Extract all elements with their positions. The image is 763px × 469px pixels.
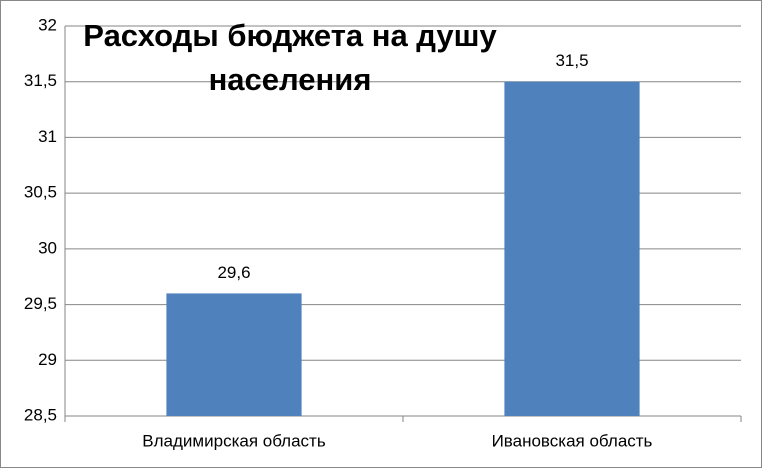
y-tick-label: 31,5 — [24, 71, 57, 90]
data-label: 31,5 — [555, 51, 588, 70]
y-tick-label: 28,5 — [24, 405, 57, 424]
chart-title: Расходы бюджета на душу населения — [83, 18, 497, 97]
bar — [504, 81, 640, 416]
y-tick-label: 29,5 — [24, 294, 57, 313]
y-tick-label: 31 — [38, 127, 57, 146]
x-tick-label: Ивановская область — [492, 431, 653, 450]
y-tick-label: 30 — [38, 238, 57, 257]
y-tick-label: 32 — [38, 15, 57, 34]
x-tick-label: Владимирская область — [142, 431, 326, 450]
data-label: 29,6 — [217, 263, 250, 282]
bar — [166, 293, 302, 416]
y-tick-label: 30,5 — [24, 183, 57, 202]
y-tick-label: 29 — [38, 350, 57, 369]
